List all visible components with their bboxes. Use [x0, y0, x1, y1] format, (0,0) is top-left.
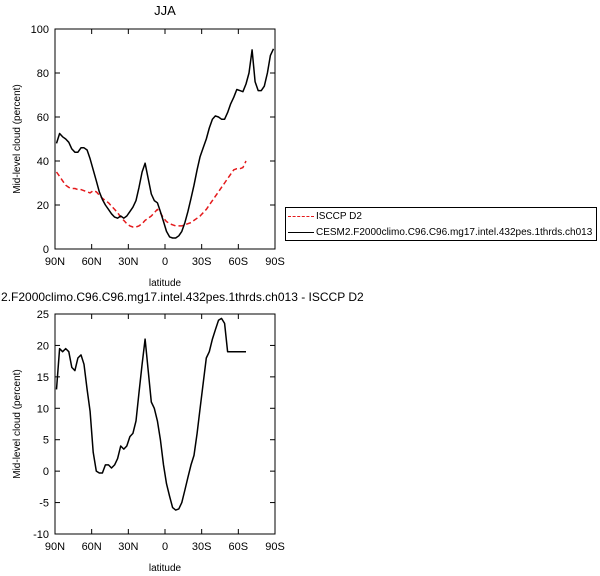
- bottom-y-axis-label: Mid-level cloud (percent): [12, 369, 23, 479]
- y-tick-label: -5: [39, 498, 49, 510]
- bottom-x-axis-label: latitude: [149, 563, 182, 574]
- legend-label-isccp: ISCCP D2: [316, 211, 362, 222]
- bottom-x-axis: 90N 60N 30N 0 30S 60S 90S: [45, 314, 285, 553]
- chart-legend: ISCCP D2 CESM2.F2000climo.C96.C96.mg17.i…: [285, 207, 597, 241]
- bottom-chart-title: CESM2.F2000climo.C96.C96.mg17.intel.432p…: [0, 290, 364, 304]
- x-tick-label: 60N: [82, 256, 102, 268]
- legend-swatch-solid-black: [288, 232, 314, 233]
- legend-entry-cesm2: CESM2.F2000climo.C96.C96.mg17.intel.432p…: [288, 225, 592, 240]
- top-chart-panel: JJA 0 20 40 60 80 100 90N 60N 30N 0 30S 60S 90S lat…: [12, 3, 285, 289]
- y-tick-label: 0: [43, 466, 49, 478]
- top-chart-title: JJA: [154, 3, 176, 18]
- x-tick-label: 30S: [192, 541, 212, 553]
- series-line-1: [55, 48, 275, 239]
- legend-entry-isccp: ISCCP D2: [288, 209, 362, 224]
- bottom-y-axis: -10 -5 0 5 10 15 20 25: [33, 309, 275, 541]
- top-x-axis-label: latitude: [149, 278, 182, 289]
- top-series-lines: [55, 48, 275, 239]
- x-tick-label: 30N: [118, 256, 138, 268]
- bottom-plot-frame: [54, 313, 276, 535]
- x-tick-label: 90N: [45, 541, 65, 553]
- y-tick-label: 10: [37, 403, 49, 415]
- series-line-0: [55, 317, 246, 511]
- series-line-0: [55, 160, 247, 228]
- y-tick-label: 25: [37, 309, 49, 321]
- top-x-axis: 90N 60N 30N 0 30S 60S 90S: [45, 29, 285, 268]
- x-tick-label: 90S: [265, 541, 285, 553]
- x-tick-label: 90N: [45, 256, 65, 268]
- y-tick-label: 20: [37, 340, 49, 352]
- legend-swatch-dashed-red: [288, 216, 314, 217]
- top-y-axis: 0 20 40 60 80 100: [31, 24, 275, 256]
- top-y-axis-label: Mid-level cloud (percent): [12, 84, 23, 194]
- y-tick-label: 5: [43, 435, 49, 447]
- top-plot-frame: [54, 28, 276, 250]
- y-tick-label: -10: [33, 529, 49, 541]
- x-tick-label: 60N: [82, 541, 102, 553]
- x-tick-label: 60S: [229, 256, 249, 268]
- x-tick-label: 0: [162, 256, 168, 268]
- x-tick-label: 90S: [265, 256, 285, 268]
- x-tick-label: 60S: [229, 541, 249, 553]
- y-tick-label: 0: [43, 244, 49, 256]
- bottom-chart-panel: CESM2.F2000climo.C96.C96.mg17.intel.432p…: [0, 290, 364, 574]
- y-tick-label: 15: [37, 372, 49, 384]
- legend-label-cesm2: CESM2.F2000climo.C96.C96.mg17.intel.432p…: [316, 227, 593, 238]
- bottom-series-lines: [55, 317, 246, 511]
- y-tick-label: 60: [37, 112, 49, 124]
- y-tick-label: 80: [37, 68, 49, 80]
- y-tick-label: 40: [37, 156, 49, 168]
- y-tick-label: 20: [37, 200, 49, 212]
- y-tick-label: 100: [31, 24, 49, 36]
- x-tick-label: 30S: [192, 256, 212, 268]
- x-tick-label: 0: [162, 541, 168, 553]
- x-tick-label: 30N: [118, 541, 138, 553]
